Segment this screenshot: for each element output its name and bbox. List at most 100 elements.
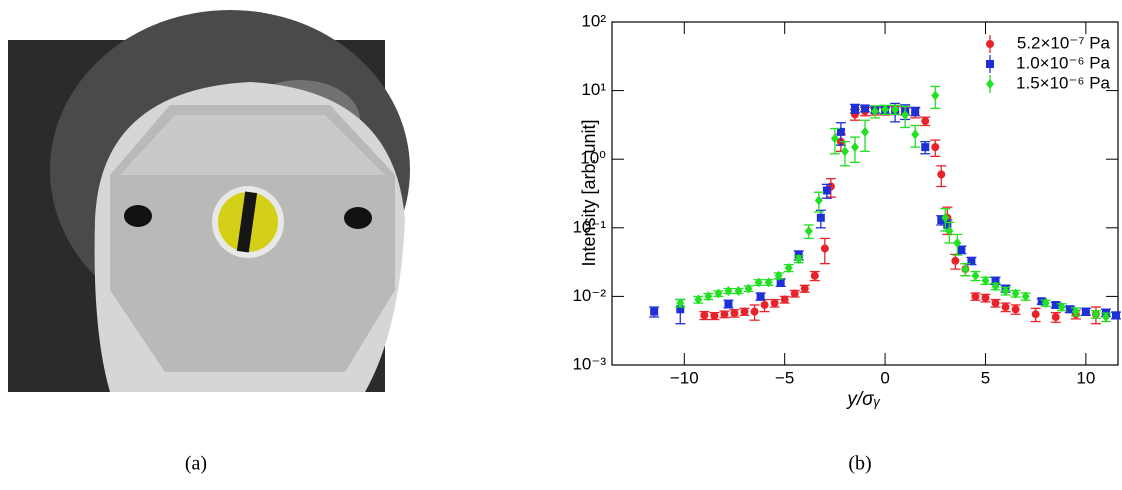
marker	[760, 300, 769, 309]
marker	[816, 213, 825, 222]
y-tick-label: 10⁻²	[572, 286, 606, 305]
marker	[1101, 312, 1110, 323]
marker	[991, 276, 1000, 285]
marker	[1037, 297, 1046, 306]
y-tick-label: 10¹	[581, 80, 606, 99]
marker	[951, 256, 960, 265]
marker	[1071, 306, 1080, 317]
hole-right	[344, 207, 372, 229]
marker	[750, 307, 759, 316]
x-tick-label: 0	[880, 368, 889, 387]
marker	[937, 215, 946, 224]
marker	[911, 107, 920, 116]
marker	[971, 270, 980, 281]
marker	[1021, 291, 1030, 302]
marker	[967, 256, 976, 265]
marker	[1065, 305, 1074, 314]
marker	[981, 275, 990, 286]
marker	[1041, 298, 1050, 309]
marker	[676, 305, 685, 314]
marker	[804, 225, 813, 236]
marker	[734, 285, 743, 296]
marker	[891, 104, 900, 115]
marker	[1081, 307, 1090, 316]
marker	[774, 270, 783, 281]
marker	[776, 278, 785, 287]
panel-label: (b)	[848, 453, 871, 475]
marker	[981, 293, 990, 302]
marker	[1011, 288, 1020, 299]
marker	[784, 262, 793, 273]
marker	[961, 264, 970, 275]
legend-label: 5.2×10⁻⁷ Pa	[1017, 33, 1111, 52]
marker	[945, 225, 954, 236]
marker	[810, 271, 819, 280]
marker	[1031, 310, 1040, 319]
marker	[744, 283, 753, 294]
marker	[941, 212, 950, 223]
marker	[830, 133, 839, 144]
marker	[871, 106, 880, 117]
marker	[1051, 300, 1060, 309]
photo	[8, 10, 410, 392]
marker	[710, 311, 719, 320]
marker	[740, 307, 749, 316]
y-axis-label: Intensity [arb. unit]	[579, 119, 599, 266]
marker	[850, 104, 859, 113]
marker	[694, 294, 703, 305]
marker	[901, 110, 910, 121]
marker	[840, 146, 849, 157]
marker	[764, 277, 773, 288]
marker	[822, 186, 831, 195]
marker	[953, 238, 962, 249]
marker	[800, 284, 809, 293]
marker	[931, 143, 940, 152]
marker	[650, 307, 659, 316]
marker	[820, 244, 829, 253]
marker	[1001, 303, 1010, 312]
marker	[971, 292, 980, 301]
marker	[714, 288, 723, 299]
marker	[700, 311, 709, 320]
y-tick-label: 10²	[581, 11, 606, 30]
marker	[861, 126, 869, 137]
x-axis-label: y/σᵧ	[845, 389, 880, 410]
marker	[1091, 309, 1100, 320]
marker	[921, 117, 930, 126]
marker	[720, 310, 729, 319]
marker	[814, 195, 823, 206]
marker	[790, 289, 799, 298]
marker	[724, 285, 733, 296]
marker	[1057, 302, 1066, 313]
hole-left	[124, 205, 152, 227]
marker	[1011, 305, 1020, 314]
marker	[881, 104, 890, 115]
marker	[836, 127, 845, 136]
marker	[943, 220, 952, 229]
slit	[236, 191, 258, 253]
marker	[676, 298, 685, 309]
marker	[957, 245, 966, 254]
marker	[850, 142, 859, 153]
legend-label: 1.0×10⁻⁶ Pa	[1016, 53, 1111, 72]
marker	[780, 295, 789, 304]
marker	[1051, 313, 1060, 322]
marker	[911, 129, 920, 140]
marker	[794, 254, 803, 265]
marker	[704, 291, 713, 302]
legend-label: 1.5×10⁻⁶ Pa	[1016, 73, 1111, 92]
marker	[861, 104, 869, 113]
mask-top	[120, 115, 385, 175]
marker	[770, 299, 779, 308]
panel-label: (a)	[185, 453, 207, 475]
marker	[991, 281, 1000, 292]
marker	[754, 277, 763, 288]
x-tick-label: −10	[670, 368, 699, 387]
marker	[1001, 285, 1010, 296]
y-tick-label: 10⁻³	[572, 354, 606, 373]
y-tick-label: 10⁻¹	[572, 217, 606, 236]
marker	[1111, 311, 1120, 320]
marker	[724, 299, 733, 308]
